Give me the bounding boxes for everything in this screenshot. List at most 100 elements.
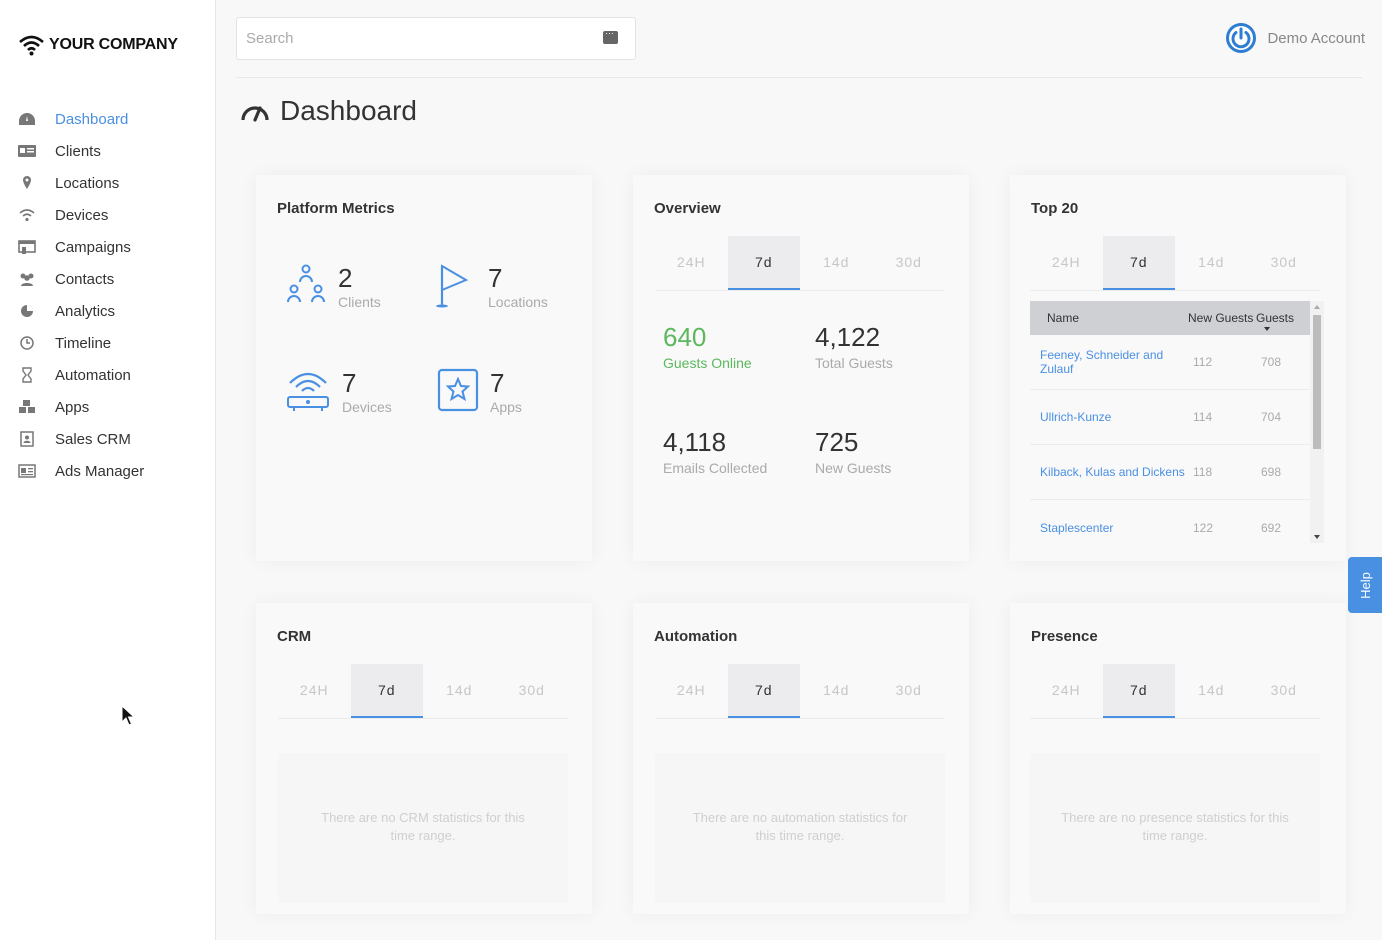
campaign-icon bbox=[17, 239, 37, 255]
tab-24h[interactable]: 24H bbox=[1051, 682, 1081, 698]
row-name-link[interactable]: Staplescenter bbox=[1040, 520, 1114, 535]
metric-clients: 2 Clients bbox=[284, 262, 381, 310]
sidebar-item-label: Apps bbox=[55, 398, 90, 416]
row-name-link[interactable]: Ullrich-Kunze bbox=[1040, 410, 1112, 424]
sidebar-item-label: Dashboard bbox=[55, 110, 129, 128]
people-network-icon bbox=[287, 264, 325, 303]
tab-14d[interactable]: 14d bbox=[823, 682, 850, 698]
users-icon bbox=[17, 271, 37, 287]
sidebar-item-ads-manager[interactable]: Ads Manager bbox=[0, 455, 215, 487]
metric-total-guests: 4,122 Total Guests bbox=[815, 322, 893, 371]
tab-7d[interactable]: 7d bbox=[727, 236, 800, 290]
search-bar bbox=[236, 17, 636, 60]
row-new-guests: 112 bbox=[1193, 355, 1213, 369]
sidebar-item-automation[interactable]: Automation bbox=[0, 359, 215, 391]
tab-30d[interactable]: 30d bbox=[895, 682, 922, 698]
scroll-up-icon[interactable] bbox=[1314, 305, 1320, 309]
row-new-guests: 114 bbox=[1193, 410, 1213, 424]
tab-24h[interactable]: 24H bbox=[676, 682, 706, 698]
metric-value: 2 bbox=[338, 263, 353, 293]
top20-card: Top 20 24H 7d 14d 30d Name New Guests Gu… bbox=[1010, 175, 1346, 561]
sidebar-item-label: Sales CRM bbox=[55, 430, 131, 448]
clock-icon bbox=[17, 335, 37, 351]
metric-value: 7 bbox=[342, 368, 357, 398]
flag-icon bbox=[436, 264, 469, 308]
metric-value: 4,122 bbox=[815, 322, 881, 352]
table-header: Name New Guests Guests bbox=[1030, 301, 1324, 335]
time-range-tabs: 24H 7d 14d 30d bbox=[655, 236, 945, 291]
sidebar-item-clients[interactable]: Clients bbox=[0, 135, 215, 167]
sidebar-item-devices[interactable]: Devices bbox=[0, 199, 215, 231]
card-title: Presence bbox=[1031, 628, 1098, 645]
hourglass-icon bbox=[17, 367, 37, 383]
card-title: Platform Metrics bbox=[277, 200, 395, 217]
sidebar-nav: Dashboard Clients Locations Devices Camp… bbox=[0, 103, 215, 487]
metric-value: 4,118 bbox=[663, 427, 727, 457]
sidebar: YOUR COMPANY Dashboard Clients Locations… bbox=[0, 0, 216, 940]
id-card-icon bbox=[17, 143, 37, 159]
sidebar-item-locations[interactable]: Locations bbox=[0, 167, 215, 199]
tab-24h[interactable]: 24H bbox=[1051, 254, 1081, 270]
tab-30d[interactable]: 30d bbox=[1270, 254, 1297, 270]
table-row[interactable]: Staplescenter 122 692 bbox=[1030, 500, 1324, 543]
metric-label: Total Guests bbox=[815, 355, 893, 371]
row-name-link[interactable]: Feeney, Schneider and Zulauf bbox=[1040, 348, 1164, 376]
sort-desc-icon bbox=[1264, 327, 1270, 331]
tab-14d[interactable]: 14d bbox=[1198, 682, 1225, 698]
scrollbar-thumb[interactable] bbox=[1313, 315, 1321, 449]
sidebar-item-label: Campaigns bbox=[55, 238, 131, 256]
column-header-new-guests[interactable]: New Guests bbox=[1188, 311, 1254, 325]
tab-30d[interactable]: 30d bbox=[1270, 682, 1297, 698]
tab-14d[interactable]: 14d bbox=[446, 682, 473, 698]
sidebar-item-apps[interactable]: Apps bbox=[0, 391, 215, 423]
metric-label: Emails Collected bbox=[663, 460, 768, 476]
column-header-name[interactable]: Name bbox=[1047, 311, 1080, 325]
tab-14d[interactable]: 14d bbox=[1198, 254, 1225, 270]
metric-value: 640 bbox=[663, 322, 707, 352]
header-divider bbox=[236, 77, 1362, 78]
tab-14d[interactable]: 14d bbox=[823, 254, 850, 270]
company-logo[interactable]: YOUR COMPANY bbox=[18, 34, 178, 56]
platform-metrics-card: Platform Metrics 2 Clients 7 Locations bbox=[256, 175, 592, 561]
top20-table: Name New Guests Guests Feeney, Schneider… bbox=[1030, 301, 1324, 543]
account-menu[interactable]: Demo Account bbox=[1225, 22, 1365, 54]
sidebar-item-campaigns[interactable]: Campaigns bbox=[0, 231, 215, 263]
tab-30d[interactable]: 30d bbox=[895, 254, 922, 270]
sidebar-item-sales-crm[interactable]: Sales CRM bbox=[0, 423, 215, 455]
help-button[interactable]: Help bbox=[1348, 557, 1382, 613]
tab-24h[interactable]: 24H bbox=[299, 682, 329, 698]
metric-label: Devices bbox=[342, 399, 392, 415]
search-input[interactable] bbox=[237, 18, 635, 59]
metric-label: Locations bbox=[488, 294, 548, 310]
map-pin-icon bbox=[17, 175, 37, 191]
keyboard-icon[interactable] bbox=[603, 28, 618, 44]
scroll-down-icon[interactable] bbox=[1314, 535, 1320, 539]
metric-guests-online: 640 Guests Online bbox=[663, 322, 752, 371]
tab-7d[interactable]: 7d bbox=[1102, 664, 1175, 718]
table-row[interactable]: Ullrich-Kunze 114 704 bbox=[1030, 390, 1324, 445]
row-name-link[interactable]: Kilback, Kulas and Dickens bbox=[1040, 465, 1185, 479]
row-guests: 704 bbox=[1261, 410, 1282, 424]
card-title: Top 20 bbox=[1031, 200, 1079, 217]
sidebar-item-analytics[interactable]: Analytics bbox=[0, 295, 215, 327]
tab-24h[interactable]: 24H bbox=[676, 254, 706, 270]
column-header-guests[interactable]: Guests bbox=[1256, 311, 1306, 331]
sidebar-item-contacts[interactable]: Contacts bbox=[0, 263, 215, 295]
time-range-tabs: 24H 7d 14d 30d bbox=[278, 664, 568, 719]
account-name: Demo Account bbox=[1267, 29, 1365, 47]
table-row[interactable]: Feeney, Schneider and Zulauf 112 708 bbox=[1030, 335, 1324, 390]
contact-book-icon bbox=[17, 431, 37, 447]
metric-label: Apps bbox=[490, 399, 522, 415]
table-scrollbar[interactable] bbox=[1310, 301, 1324, 543]
tab-30d[interactable]: 30d bbox=[518, 682, 545, 698]
table-row[interactable]: Kilback, Kulas and Dickens 118 698 bbox=[1030, 445, 1324, 500]
time-range-tabs: 24H 7d 14d 30d bbox=[1030, 664, 1320, 719]
tab-7d[interactable]: 7d bbox=[1102, 236, 1175, 290]
sidebar-item-dashboard[interactable]: Dashboard bbox=[0, 103, 215, 135]
card-title: Overview bbox=[654, 200, 721, 217]
tab-7d[interactable]: 7d bbox=[350, 664, 423, 718]
wifi-logo-icon bbox=[19, 35, 44, 56]
sidebar-item-timeline[interactable]: Timeline bbox=[0, 327, 215, 359]
tab-7d[interactable]: 7d bbox=[727, 664, 800, 718]
row-new-guests: 122 bbox=[1193, 520, 1214, 535]
